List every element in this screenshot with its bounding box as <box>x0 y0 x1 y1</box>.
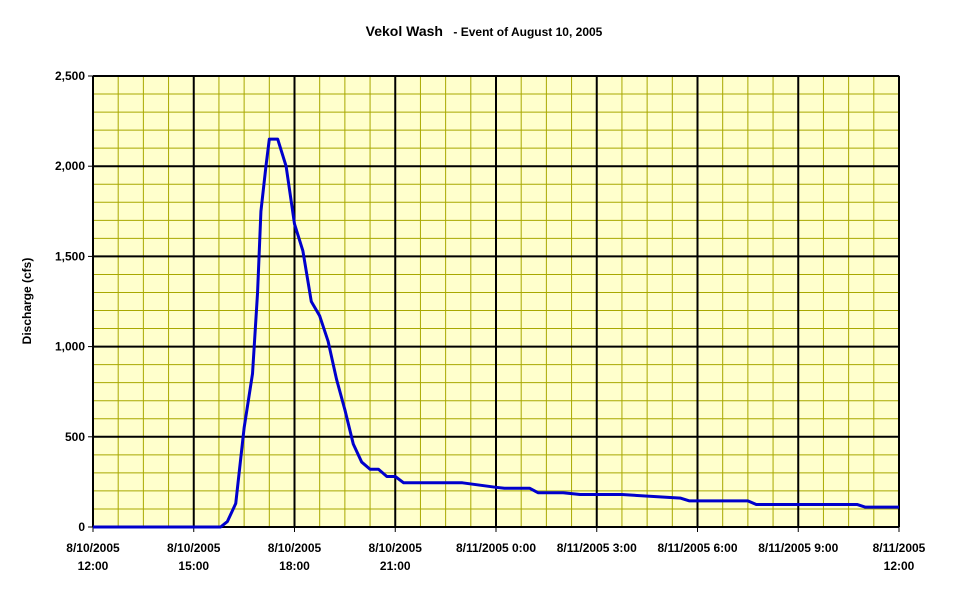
x-tick-label-line1: 8/11/2005 0:00 <box>456 541 536 555</box>
x-axis-ticks: 8/10/2005 12:00 8/10/2005 15:00 8/10/2005 18:… <box>66 527 926 573</box>
x-tick-label: 8/11/2005 0:00 <box>456 541 536 555</box>
x-tick-label-line2: 21:00 <box>380 559 411 573</box>
chart-title-group: Vekol Wash - Event of August 10, 2005 <box>366 23 603 40</box>
x-tick-label: 8/10/2005 18:00 <box>268 541 322 573</box>
x-tick-label: 8/11/2005 9:00 <box>758 541 838 555</box>
x-tick-label-line1: 8/10/2005 <box>167 541 221 555</box>
x-tick-label-line2: 15:00 <box>178 559 209 573</box>
y-tick-label: 1,500 <box>55 249 85 263</box>
x-tick-label: 8/10/2005 15:00 <box>167 541 221 573</box>
y-tick-label: 1,000 <box>55 340 85 354</box>
x-tick-label-line1: 8/11/2005 9:00 <box>758 541 838 555</box>
y-axis-label: Discharge (cfs) <box>20 258 34 345</box>
svg-text:Vekol Wash - Event of Au: Vekol Wash - Event of August 10, 2005 <box>366 23 603 40</box>
y-tick-label: 0 <box>78 520 85 534</box>
y-tick-label: 500 <box>65 430 85 444</box>
chart-subtitle: - Event of August 10, 2005 <box>453 25 602 39</box>
x-tick-label-line1: 8/11/2005 6:00 <box>657 541 737 555</box>
x-tick-label: 8/10/2005 12:00 <box>66 541 120 573</box>
x-tick-label-line1: 8/11/2005 <box>873 541 926 555</box>
chart-title: Vekol Wash <box>366 23 443 39</box>
x-tick-label: 8/10/2005 21:00 <box>369 541 423 573</box>
x-tick-label-line1: 8/10/2005 <box>268 541 322 555</box>
x-tick-label-line1: 8/10/2005 <box>66 541 120 555</box>
x-tick-label-line1: 8/11/2005 3:00 <box>557 541 637 555</box>
x-tick-label-line2: 18:00 <box>279 559 310 573</box>
series-line-0 <box>93 137 899 529</box>
x-tick-label-line2: 12:00 <box>78 559 109 573</box>
x-tick-label-line2: 12:00 <box>884 559 915 573</box>
x-tick-label-line1: 8/10/2005 <box>369 541 423 555</box>
y-tick-label: 2,500 <box>55 69 85 83</box>
x-tick-label: 8/11/2005 6:00 <box>657 541 737 555</box>
series-group <box>93 137 899 529</box>
x-tick-label: 8/11/2005 12:00 <box>873 541 926 573</box>
y-axis-ticks: 0 500 1,000 1,500 2,000 2,500 <box>55 69 93 534</box>
y-tick-label: 2,000 <box>55 159 85 173</box>
x-tick-label: 8/11/2005 3:00 <box>557 541 637 555</box>
